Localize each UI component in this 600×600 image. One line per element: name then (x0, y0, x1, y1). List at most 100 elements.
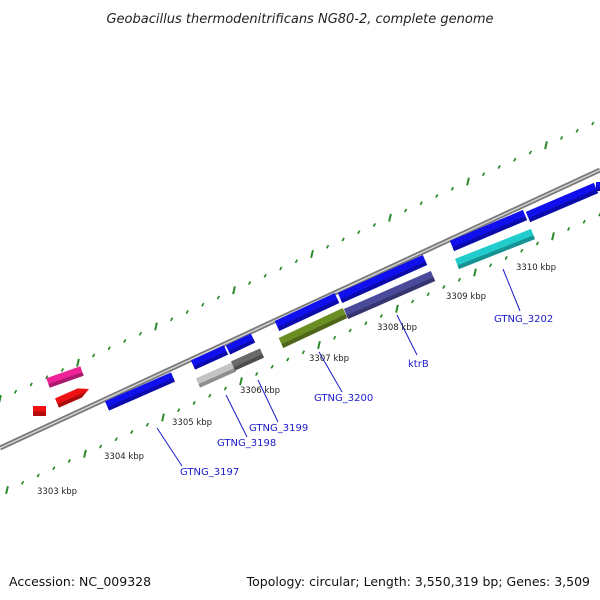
tick-mark (123, 338, 127, 344)
tick-mark (192, 400, 196, 406)
gene-label-ktrb[interactable]: ktrB (408, 359, 429, 370)
tick-mark (232, 286, 236, 295)
cds-upper-3 (274, 293, 340, 331)
tick-mark (310, 249, 314, 259)
tick-mark (216, 295, 221, 300)
feature-pink-shade (48, 372, 84, 388)
scale-label-3307: 3307 kbp (309, 354, 349, 364)
cds-ktrb (343, 271, 436, 319)
gene-labels: GTNG_3197 GTNG_3198 GTNG_3199 GTNG_3200 … (180, 314, 553, 478)
gene-features (33, 182, 600, 416)
tick-mark (364, 321, 368, 326)
gene-label-gtng-3199[interactable]: GTNG_3199 (249, 423, 308, 434)
cds-upper-edge (596, 182, 600, 191)
feature-red (55, 388, 89, 408)
tick-mark (161, 413, 165, 422)
scale-label-3310: 3310 kbp (516, 263, 556, 273)
tick-mark (13, 389, 18, 394)
tick-mark (488, 263, 493, 268)
tick-mark (481, 172, 486, 177)
tick-mark (473, 268, 477, 277)
tick-mark (442, 284, 446, 290)
tick-mark (36, 473, 40, 478)
feature-red-small (33, 406, 46, 416)
gene-label-gtng-3198[interactable]: GTNG_3198 (217, 438, 276, 449)
cds-upper-1 (190, 345, 229, 370)
cds-upper-1-shade (193, 351, 229, 370)
feature-pink (46, 366, 84, 388)
cds-upper-5-shade (452, 216, 528, 252)
feature-red-body (55, 388, 89, 408)
tick-mark (107, 346, 111, 351)
tick-mark (91, 353, 96, 358)
tick-mark (317, 340, 321, 350)
scale-labels: 3303 kbp 3304 kbp 3305 kbp 3306 kbp 3307… (37, 263, 556, 497)
tick-mark (208, 393, 212, 398)
cds-gtng-3202 (455, 228, 535, 270)
cds-upper-6-shade (528, 189, 599, 223)
tick-mark (60, 367, 65, 373)
tick-mark (559, 135, 564, 141)
feature-pink-body (46, 366, 84, 388)
gene-label-gtng-3200[interactable]: GTNG_3200 (314, 393, 373, 404)
gene-label-gtng-3202[interactable]: GTNG_3202 (494, 314, 553, 325)
tick-mark (513, 157, 517, 162)
tick-mark (341, 237, 345, 242)
tick-mark (114, 437, 118, 442)
gene-label-gtng-3197[interactable]: GTNG_3197 (180, 467, 239, 478)
scale-label-3304: 3304 kbp (104, 452, 144, 462)
tick-mark (67, 458, 72, 464)
tick-mark (98, 444, 103, 449)
cds-gtng-3200-body (278, 308, 348, 348)
label-leader-lines (156, 268, 521, 467)
genome-backbone (0, 167, 600, 451)
tick-mark (497, 164, 501, 170)
leader-gtng-3197 (156, 427, 183, 467)
tick-mark (466, 177, 470, 186)
cds-upper-6-body (525, 182, 599, 223)
cds-ktrb-shade (346, 277, 436, 319)
tick-mark (325, 244, 330, 249)
tick-mark (535, 241, 540, 246)
tick-mark (5, 485, 9, 495)
cds-upper-3-shade (277, 299, 340, 331)
cds-gtng-3198 (196, 362, 236, 388)
tick-mark (176, 408, 181, 413)
tick-mark (154, 322, 158, 331)
scale-label-3303: 3303 kbp (37, 487, 77, 497)
cds-gtng-3199-body (231, 348, 264, 371)
cds-upper-4-shade (340, 261, 428, 303)
cds-gtng-3199 (231, 348, 264, 371)
cds-upper-6 (525, 182, 599, 223)
tick-mark (52, 466, 56, 471)
scale-label-3306: 3306 kbp (240, 386, 280, 396)
cds-upper-4-body (337, 255, 428, 303)
cds-upper-1-body (190, 345, 229, 370)
tick-mark (395, 304, 399, 313)
cds-gtng-3200-shade (281, 314, 348, 348)
tick-mark (169, 317, 174, 322)
tick-mark (379, 313, 384, 319)
tick-mark (450, 186, 455, 191)
tick-mark (348, 328, 352, 333)
cds-gtng-3202-body (455, 228, 535, 270)
cds-upper-edge-body (596, 182, 600, 191)
leader-gtng-3199 (257, 379, 279, 423)
tick-mark (544, 141, 548, 150)
tick-mark (239, 377, 243, 386)
tick-mark (403, 208, 408, 213)
tick-mark (247, 280, 252, 286)
cds-gtng-3198-body (196, 362, 236, 388)
tick-mark (388, 213, 392, 222)
cds-upper-2-body (225, 333, 256, 355)
cds-gtng-3197 (105, 372, 175, 411)
tick-mark (435, 193, 439, 199)
tick-mark (591, 121, 595, 126)
tick-mark (83, 449, 87, 458)
cds-upper-4 (337, 255, 428, 303)
scale-label-3308: 3308 kbp (377, 323, 417, 333)
leader-gtng-3198 (225, 394, 248, 438)
accession-text: Accession: NC_009328 (9, 574, 151, 589)
tick-mark (426, 292, 430, 297)
